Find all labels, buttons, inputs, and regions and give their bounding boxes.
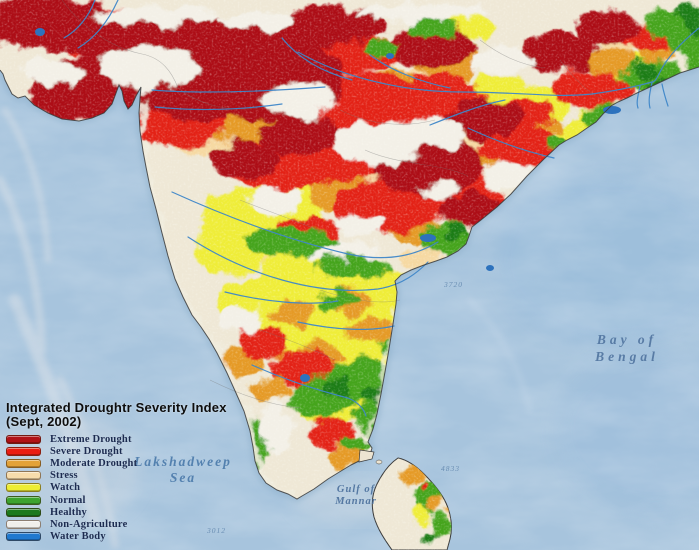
legend-title-line2: (Sept, 2002) xyxy=(6,413,82,429)
legend: Integrated Droughtr Severity Index (Sept… xyxy=(6,401,227,543)
extreme-drought-swatch xyxy=(6,434,41,444)
lakes xyxy=(35,28,621,382)
legend-item-moderate-drought: Moderate Drought xyxy=(6,457,227,469)
legend-item-label: Watch xyxy=(50,482,81,494)
rivers xyxy=(63,0,699,417)
legend-item-label: Non-Agriculture xyxy=(50,518,128,530)
legend-item-extreme-drought: Extreme Drought xyxy=(6,433,227,445)
legend-item-label: Stress xyxy=(50,470,78,482)
water-body-swatch xyxy=(6,532,41,542)
admin-boundaries xyxy=(61,0,606,409)
legend-item-normal: Normal xyxy=(6,494,227,506)
legend-item-label: Extreme Drought xyxy=(50,433,132,445)
healthy-swatch xyxy=(6,507,41,517)
legend-item-non-agriculture: Non-Agriculture xyxy=(6,518,227,530)
stress-swatch xyxy=(6,471,41,481)
legend-title-line1: Integrated Droughtr Severity Index xyxy=(6,400,227,415)
legend-item-label: Severe Drought xyxy=(50,445,123,457)
watch-swatch xyxy=(6,483,41,493)
non-agriculture-swatch xyxy=(6,519,41,529)
legend-item-label: Moderate Drought xyxy=(50,457,138,469)
coastline xyxy=(0,66,699,500)
severe-drought-swatch xyxy=(6,446,41,456)
legend-item-watch: Watch xyxy=(6,482,227,494)
legend-item-severe-drought: Severe Drought xyxy=(6,445,227,457)
legend-rows: Extreme Drought Severe Drought Moderate … xyxy=(6,433,227,543)
legend-item-label: Normal xyxy=(50,494,86,506)
normal-swatch xyxy=(6,495,41,505)
legend-item-label: Healthy xyxy=(50,506,87,518)
legend-item-label: Water Body xyxy=(50,531,106,543)
legend-item-stress: Stress xyxy=(6,470,227,482)
legend-item-water-body: Water Body xyxy=(6,531,227,543)
moderate-drought-swatch xyxy=(6,458,41,468)
legend-item-healthy: Healthy xyxy=(6,506,227,518)
